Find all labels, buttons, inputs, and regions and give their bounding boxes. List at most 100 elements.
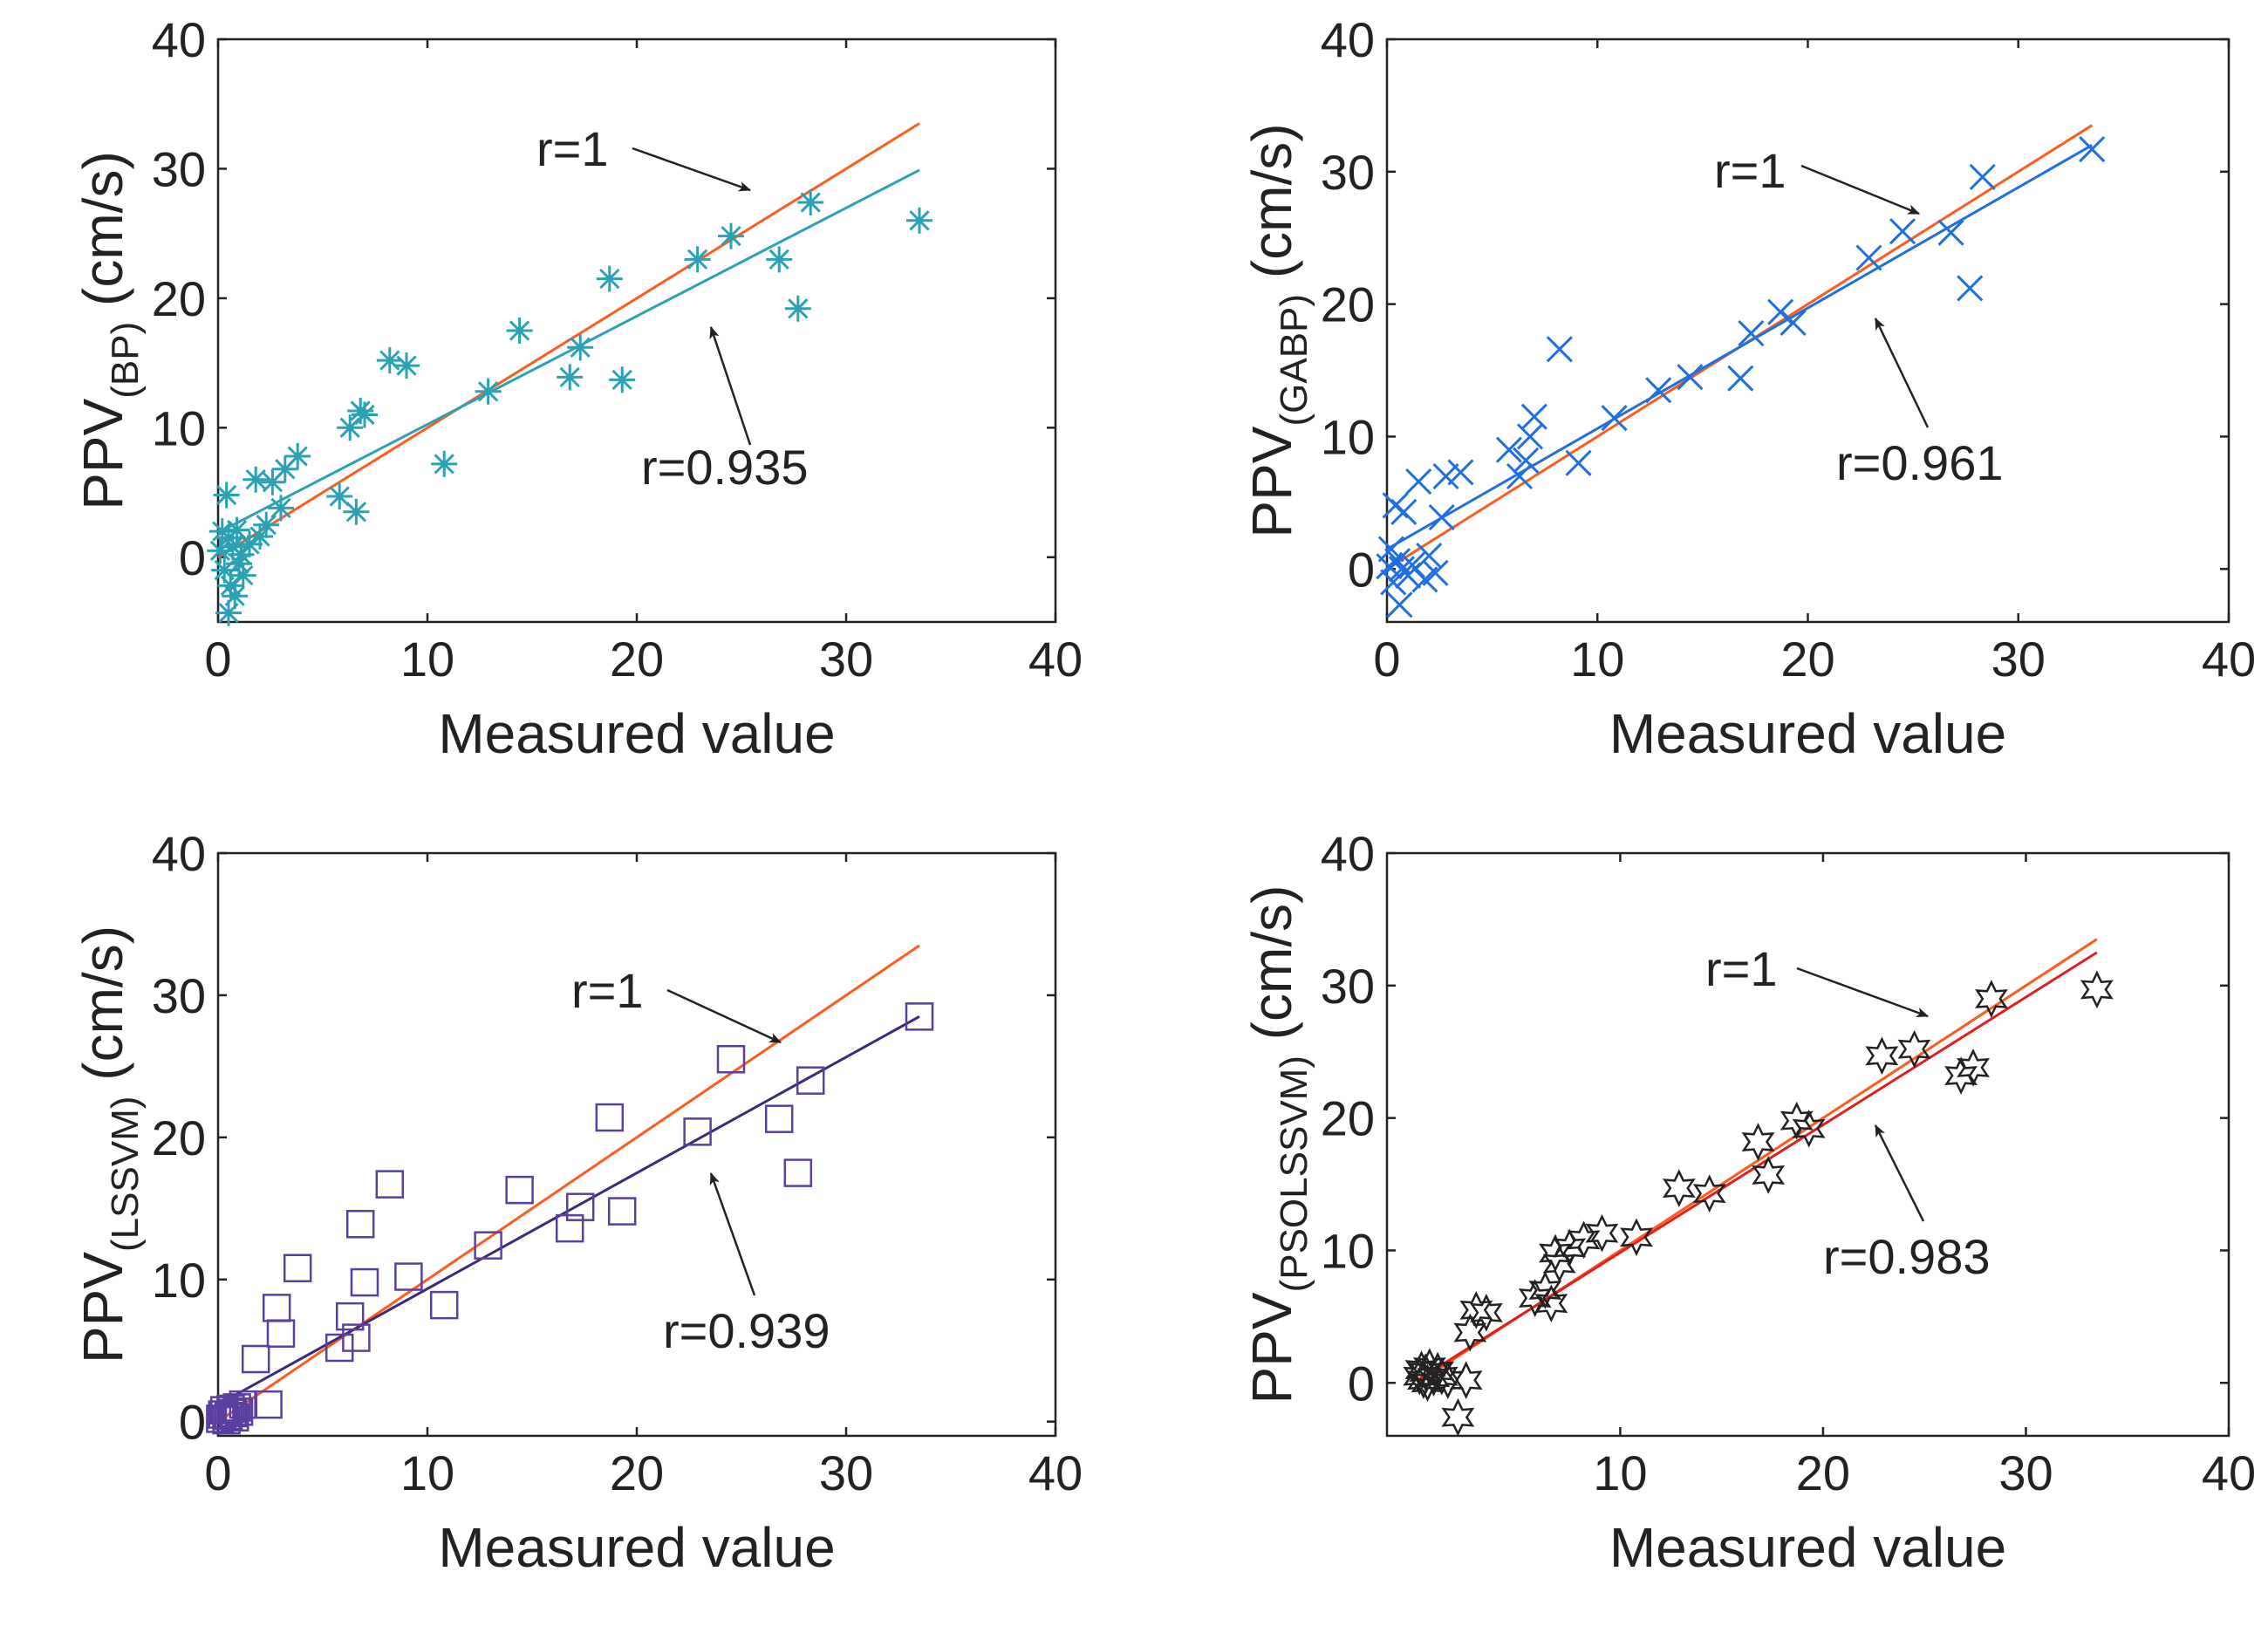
data-point [241,1344,270,1374]
data-point [1601,405,1628,432]
data-points [1403,970,2114,1437]
x-tick-label: 0 [204,632,231,687]
data-point [429,1290,459,1320]
data-point [555,1213,584,1243]
data-point [342,1323,371,1352]
data-point [1727,365,1754,392]
data-point [1957,275,1984,302]
data-point [595,1103,625,1132]
data-point [1470,1293,1503,1332]
fit-annotation: r=0.961 [1836,435,2004,490]
data-point [266,1319,296,1348]
data-point [683,1117,712,1146]
fit-annotation: r=0.935 [641,440,809,495]
x-tick-label: 0 [1373,632,1400,687]
plot-panel-4: 10 20 30 40 0 10 20 30 40 Measured value PPV(PSOLS… [1240,826,2256,1579]
data-point [1513,447,1540,474]
data-point [1459,1290,1493,1329]
data-point [1441,1397,1475,1437]
data-point [218,1398,248,1428]
data-points [207,189,932,626]
x-tick-label: 40 [2202,632,2256,687]
data-point [766,246,793,273]
data-point [1662,1169,1696,1207]
fit-arrow [1874,1124,1925,1222]
data-point [1428,504,1455,531]
plot-frame [216,38,1057,624]
fit-arrow [709,1172,756,1296]
y-tick-label: 10 [152,400,206,455]
data-point [1405,468,1432,495]
y-axis-label: PPV(GABP) (cm/s) [1240,123,1315,537]
y-tick-label: 0 [179,530,206,585]
data-point [783,1158,813,1187]
data-point [1741,1123,1775,1161]
x-tick-label: 30 [1998,1445,2053,1500]
data-point [375,1170,405,1199]
data-point [394,1262,423,1291]
data-point [505,1175,534,1205]
x-tick-label: 30 [1991,632,2046,687]
y-tick-label: 30 [1321,959,1375,1014]
data-point [343,498,370,525]
data-point [222,1393,251,1422]
reference-line [217,944,920,1423]
fit-line [217,168,920,534]
reference-arrow [1800,164,1921,215]
data-point [1424,1356,1458,1396]
reference-arrow [632,147,752,192]
y-tick-label: 30 [1321,145,1375,200]
data-point [1377,536,1404,563]
y-tick-label: 0 [1348,542,1375,597]
data-point [1398,551,1426,578]
data-point [1975,980,2008,1018]
data-point [1565,449,1592,476]
data-point [247,523,273,550]
data-point [271,455,298,482]
data-point [1386,591,1413,618]
data-point [1620,1218,1654,1257]
reference-annotation: r=1 [571,963,644,1018]
plot-panel-2: 0 10 20 30 40 0 10 20 30 40 Measured value PPV(GABP… [1240,12,2256,765]
y-tick-label: 40 [152,12,206,67]
data-point [596,265,623,292]
data-point [1422,559,1449,586]
data-point [1520,403,1547,430]
data-point [393,352,420,379]
x-axis-label: Measured value [1609,702,2006,765]
x-tick-label: 40 [1028,632,1083,687]
y-tick-label: 0 [179,1395,206,1450]
reference-annotation: r=1 [1705,941,1778,996]
data-point [1553,1228,1587,1267]
data-point [1957,1049,1991,1087]
data-point [565,1192,595,1221]
data-point [1567,1220,1601,1260]
y-tick-label: 20 [1321,277,1375,332]
data-point [475,378,502,405]
data-point [1677,364,1704,391]
data-point [207,537,234,564]
data-point [905,1002,934,1031]
data-point [1738,319,1765,347]
y-tick-label: 30 [152,968,206,1023]
data-point [1855,244,1882,271]
data-point [253,511,280,538]
data-point [1897,1029,1931,1069]
y-tick-label: 20 [152,1110,206,1165]
data-point [337,414,364,441]
data-point [718,222,744,249]
data-point [1432,462,1459,490]
data-point [1416,543,1443,570]
x-tick-label: 40 [2202,1445,2256,1500]
data-point [215,599,242,626]
fit-arrow [1874,317,1930,428]
data-point [213,482,240,509]
fit-annotation: r=0.983 [1823,1229,1991,1284]
x-axis-label: Measured value [438,702,835,765]
data-point [222,583,249,610]
data-point [506,318,533,344]
data-point [324,1333,354,1363]
data-point [1539,1233,1572,1273]
data-point [236,530,263,557]
